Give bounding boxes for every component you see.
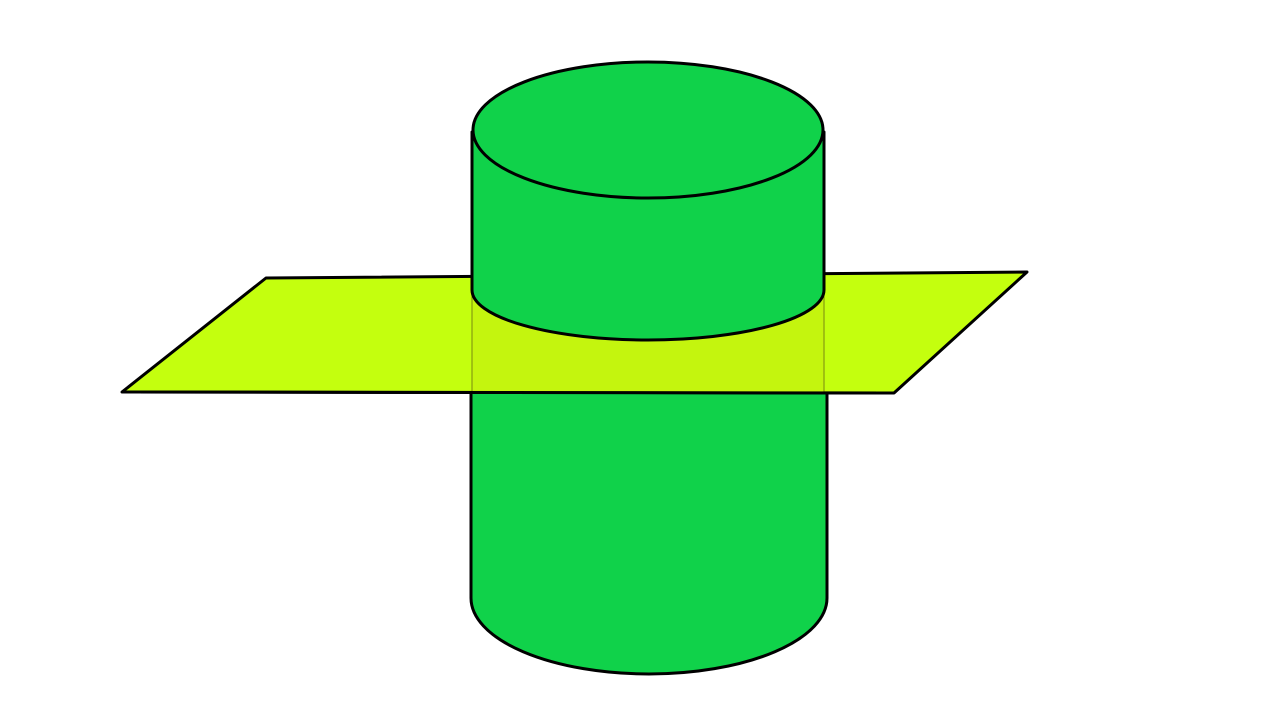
plane-front-edge (121, 390, 895, 395)
cylinder-top-face (471, 60, 825, 200)
cylinder-lower-body (469, 390, 829, 676)
